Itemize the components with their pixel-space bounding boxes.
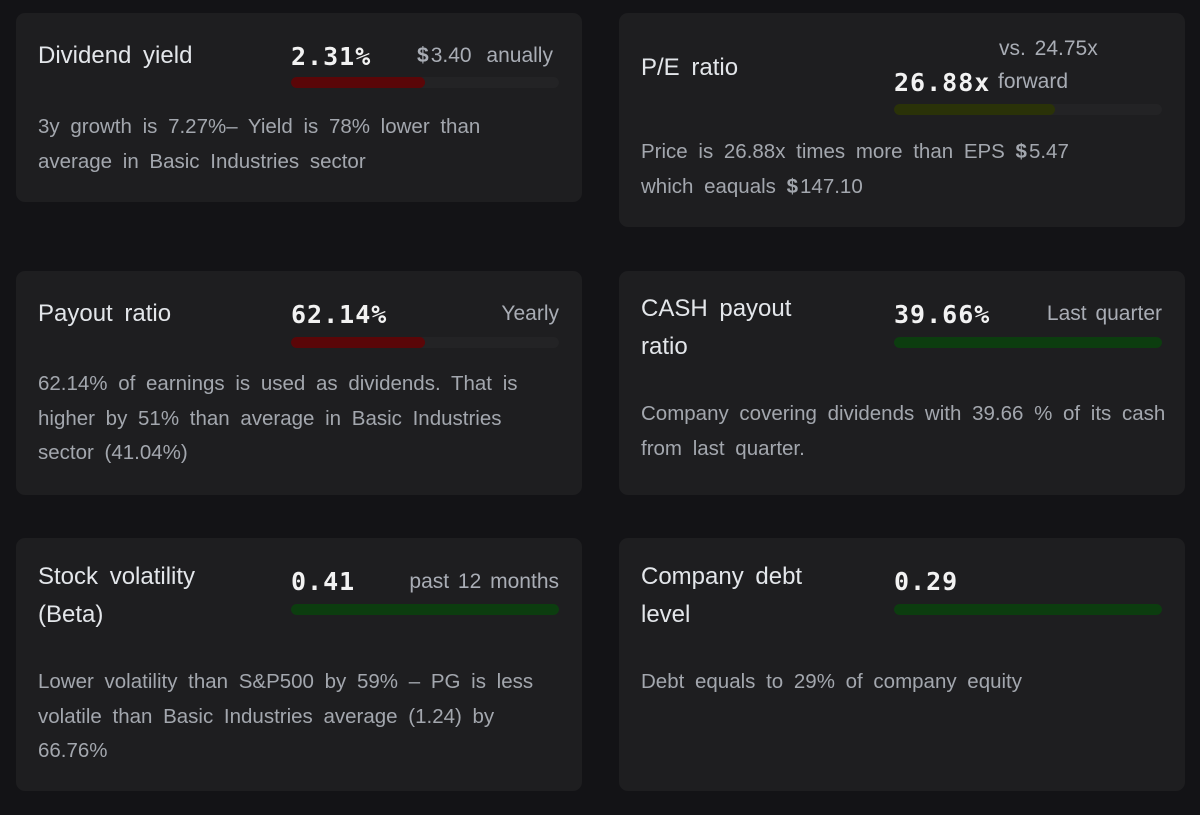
dollar-icon: $ (417, 44, 429, 67)
pe-desc-part1: Price is 26.88x times more than EPS (641, 140, 1005, 163)
card-title: CASH payout ratio (641, 295, 792, 360)
beta-period: past 12 months (409, 570, 559, 593)
beta-description: Lower volatility than S&P500 by 59% – PG… (38, 670, 534, 762)
cash-payout-bar-fill (894, 337, 1162, 348)
dividend-yield-card: Dividend yield 2.31% $3.40 anually 3y gr… (16, 13, 582, 202)
pe-ratio-card: P/E ratio vs. 24.75x 26.88x forward Pric… (619, 13, 1185, 227)
cash-payout-value: 39.66% (894, 300, 991, 329)
debt-bar-fill (894, 604, 1162, 615)
payout-ratio-bar (291, 337, 559, 348)
eps-amount: 5.47 (1028, 140, 1069, 163)
debt-bar (894, 604, 1162, 615)
dividend-yield-description: 3y growth is 7.27%– Yield is 78% lower t… (38, 115, 481, 173)
pe-vs-forward: vs. 24.75x (999, 37, 1098, 60)
dividend-yield-bar (291, 77, 559, 88)
debt-description: Debt equals to 29% of company equity (641, 670, 1022, 693)
cash-payout-period: Last quarter (1046, 302, 1162, 325)
dividend-period: anually (486, 44, 553, 67)
card-title: P/E ratio (641, 54, 739, 81)
debt-value: 0.29 (894, 567, 959, 596)
beta-bar-fill (291, 604, 559, 615)
pe-ratio-description: Price is 26.88x times more than EPS $5.4… (641, 135, 1161, 204)
pe-ratio-value: 26.88x (894, 68, 991, 97)
cash-payout-ratio-card: CASH payout ratio 39.66% Last quarter Co… (619, 271, 1185, 495)
dividend-amount: $3.40 anually (417, 42, 553, 70)
payout-ratio-description: 62.14% of earnings is used as dividends.… (38, 372, 518, 464)
company-debt-card: Company debt level 0.29 Debt equals to 2… (619, 538, 1185, 791)
payout-ratio-value: 62.14% (291, 300, 388, 329)
pe-forward-label: forward (998, 70, 1069, 93)
beta-value: 0.41 (291, 567, 356, 596)
card-title: Dividend yield (38, 42, 193, 69)
card-title: Payout ratio (38, 300, 172, 327)
cash-payout-bar (894, 337, 1162, 348)
payout-ratio-bar-fill (291, 337, 425, 348)
stock-volatility-card: Stock volatility (Beta) 0.41 past 12 mon… (16, 538, 582, 791)
pe-ratio-bar (894, 104, 1162, 115)
card-title: Company debt level (641, 563, 803, 628)
cash-payout-description: Company covering dividends with 39.66 % … (641, 402, 1166, 460)
payout-ratio-card: Payout ratio 62.14% Yearly 62.14% of ear… (16, 271, 582, 495)
price-amount: 147.10 (800, 174, 863, 198)
payout-period: Yearly (501, 302, 559, 325)
dollar-icon: $ (786, 174, 799, 198)
dollar-icon: $ (1015, 140, 1027, 163)
dividend-amount-value: 3.40 (430, 44, 472, 67)
beta-bar (291, 604, 559, 615)
pe-ratio-bar-fill (894, 104, 1055, 115)
dividend-yield-bar-fill (291, 77, 425, 88)
dividend-yield-value: 2.31% (291, 42, 372, 71)
card-title: Stock volatility (Beta) (38, 563, 196, 628)
pe-desc-part2: which eaquals (641, 174, 776, 198)
